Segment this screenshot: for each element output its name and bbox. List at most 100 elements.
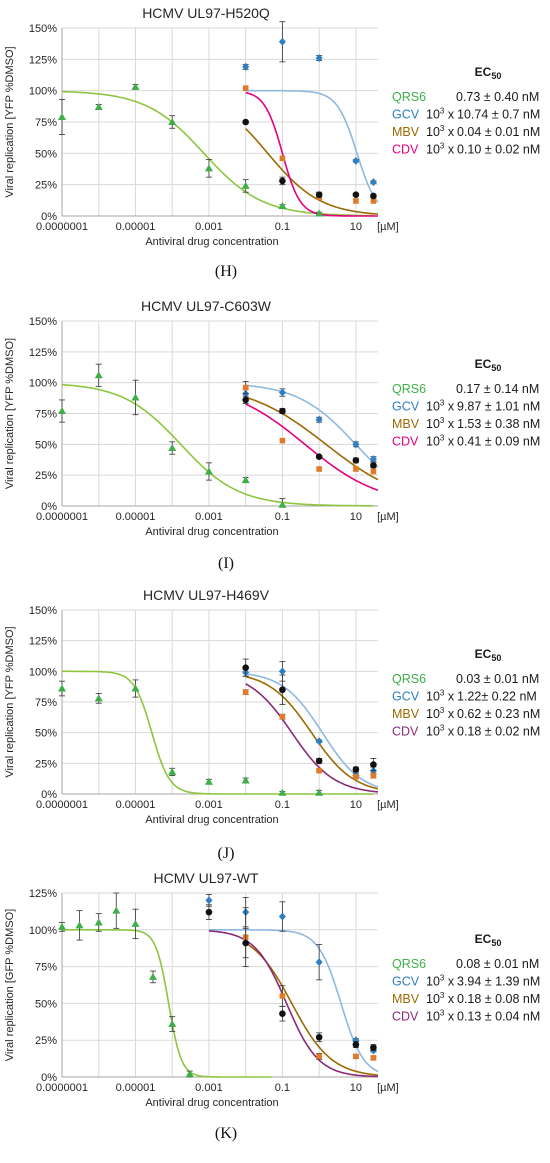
data-point-mbv: [316, 466, 322, 472]
x-axis-label: Antiviral drug concentration: [145, 814, 278, 826]
fit-curve-mbv: [245, 675, 379, 790]
legend-prefix-times: x: [444, 992, 454, 1006]
y-tick-label: 150%: [29, 605, 57, 617]
legend-prefix-exp: 3: [440, 434, 445, 443]
data-point-mbv: [279, 437, 286, 444]
ec50-header: EC50: [475, 932, 502, 948]
legend-ec50-gcv: 1.22± 0.22 nM: [457, 690, 537, 704]
data-point-cdv: [242, 939, 249, 947]
ec50-header-sub: 50: [491, 653, 501, 663]
legend-ec50-mbv: 0.62 ± 0.23 nM: [457, 707, 540, 721]
legend-prefix-times: x: [444, 108, 454, 122]
legend-ec50-gcv: 10.74 ± 0.7 nM: [457, 108, 540, 122]
legend-ec50-mbv: 0.04 ± 0.01 nM: [457, 125, 540, 139]
chart-panel-H: HCMV UL97-H520Q 0% 25% 50% 75% 100% 125% 150% 0.…: [4, 5, 540, 280]
legend-prefix-times: x: [444, 400, 454, 414]
data-point-gcv: [352, 440, 360, 449]
data-point-qrs6: [168, 444, 177, 452]
data-point-cdv: [315, 1033, 323, 1041]
ec50-header-sub: 50: [491, 71, 501, 81]
y-tick-label: 75%: [35, 962, 57, 974]
y-axis-label: Viral replication [YFP %DMSO]: [4, 46, 16, 197]
y-tick-label: 50%: [35, 728, 57, 740]
y-axis-label: Viral replication [YFP %DMSO]: [4, 338, 16, 489]
x-tick-label: 0.1: [275, 799, 290, 811]
y-tick-label: 125%: [29, 347, 57, 359]
data-point-gcv: [369, 178, 377, 187]
data-point-qrs6: [58, 112, 66, 120]
y-tick-label: 25%: [35, 758, 57, 770]
y-tick-label: 100%: [29, 666, 57, 678]
ec50-header: EC50: [475, 357, 502, 373]
data-point-qrs6: [131, 393, 140, 401]
legend-prefix-base: 10: [426, 707, 440, 721]
legend-prefix-base: 10: [426, 975, 440, 989]
data-point-cdv: [205, 908, 213, 916]
data-point-cdv: [279, 407, 286, 415]
legend-prefix-base: 10: [426, 108, 440, 122]
ec50-header-sub: 50: [491, 938, 501, 948]
x-tick-label: 10: [350, 221, 362, 233]
x-tick-label: 0.00001: [116, 221, 156, 233]
legend-prefix-exp: 3: [440, 416, 445, 425]
data-point-qrs6: [131, 684, 140, 692]
chart-title: HCMV UL97-H469V: [143, 587, 270, 603]
y-tick-label: 50%: [35, 148, 57, 160]
legend-prefix-exp: 3: [440, 991, 445, 1000]
legend-prefix-exp: 3: [440, 107, 445, 116]
x-tick-label: 10: [350, 511, 362, 523]
data-point-qrs6: [168, 767, 177, 775]
legend-prefix-base: 10: [426, 690, 440, 704]
data-point-qrs6: [112, 906, 121, 914]
data-point-qrs6: [278, 201, 287, 209]
legend-ec50-gcv: 3.94 ± 1.39 nM: [457, 975, 540, 989]
data-point-qrs6: [278, 788, 287, 796]
data-point-qrs6: [131, 82, 140, 90]
chart-title: HCMV UL97-WT: [153, 870, 258, 886]
data-point-gcv: [315, 54, 323, 63]
legend-name-cdv: CDV: [392, 1010, 419, 1024]
y-tick-label: 75%: [35, 409, 57, 421]
data-point-cdv: [315, 453, 323, 460]
x-axis-label: Antiviral drug concentration: [145, 526, 278, 538]
data-point-mbv: [242, 85, 249, 91]
y-tick-label: 25%: [35, 1035, 57, 1047]
legend-prefix-times: x: [444, 690, 454, 704]
fit-curve-gcv: [208, 929, 379, 1073]
legend-ec50-qrs6: 0.73 ± 0.40 nM: [456, 90, 539, 104]
legend-name-qrs6: QRS6: [392, 672, 426, 686]
x-unit-label: [µM]: [377, 1082, 399, 1094]
y-tick-label: 50%: [35, 998, 57, 1010]
data-point-cdv: [370, 761, 377, 768]
data-point-qrs6: [168, 118, 177, 125]
y-tick-label: 75%: [35, 117, 57, 129]
data-point-qrs6: [204, 467, 213, 475]
x-tick-label: 0.0000001: [36, 511, 88, 523]
legend-prefix-base: 10: [426, 143, 440, 157]
x-tick-label: 0.00001: [116, 799, 156, 811]
data-point-gcv: [205, 896, 213, 905]
y-tick-label: 0%: [41, 789, 57, 801]
panel-label: (J): [218, 845, 235, 862]
y-tick-label: 150%: [29, 23, 57, 35]
data-point-mbv: [316, 1053, 322, 1060]
data-point-mbv: [279, 155, 286, 162]
legend-prefix-exp: 3: [440, 1009, 445, 1018]
data-point-qrs6: [315, 209, 324, 217]
legend-prefix-times: x: [444, 975, 454, 989]
x-tick-label: 10: [350, 799, 362, 811]
data-point-mbv: [316, 767, 322, 774]
x-unit-label: [µM]: [377, 799, 399, 811]
data-point-qrs6: [94, 371, 103, 379]
ec50-header-text: EC: [475, 357, 492, 371]
data-point-gcv: [315, 415, 323, 424]
chart-title: HCMV UL97-H520Q: [142, 5, 270, 21]
legend-prefix: 103 x: [426, 974, 455, 989]
y-tick-label: 25%: [35, 180, 57, 192]
legend-prefix-times: x: [444, 1010, 454, 1024]
legend-prefix: 103 x: [426, 142, 455, 157]
data-point-cdv: [279, 1010, 286, 1018]
legend-name-qrs6: QRS6: [392, 90, 426, 104]
